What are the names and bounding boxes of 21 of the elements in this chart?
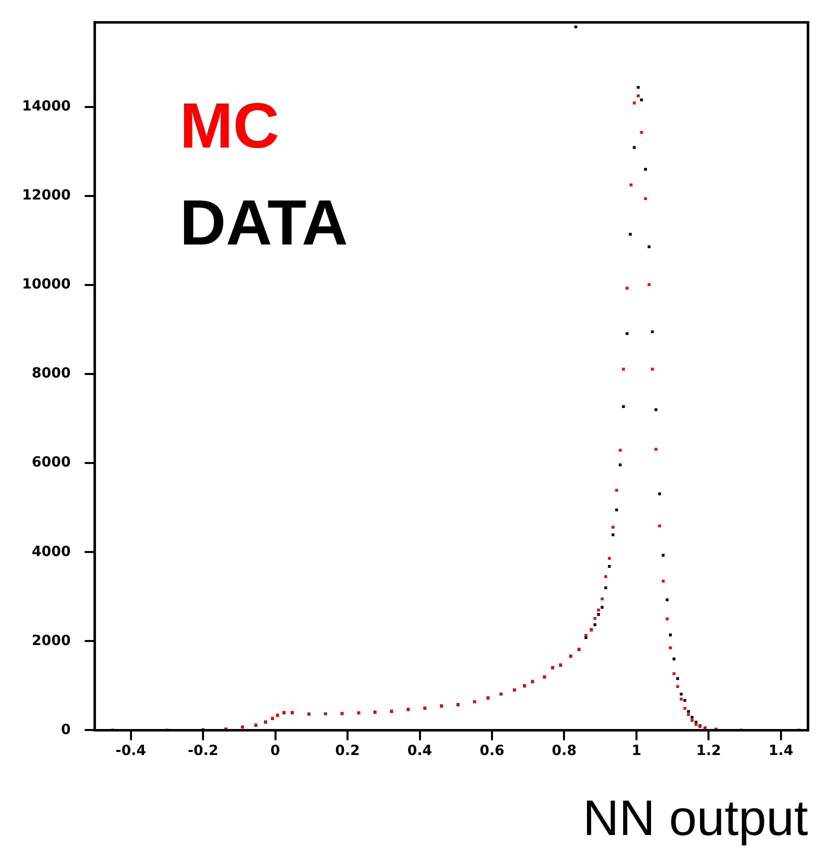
y-tick-label: 8000 [32,366,71,382]
y-tick-label: 12000 [22,188,71,204]
x-tick-label: 1 [632,743,642,760]
y-tick-label: 4000 [32,544,71,560]
y-tick-label: 10000 [22,276,71,293]
x-tick-label: 0.2 [335,743,360,760]
x-tick-label: 0 [270,743,280,760]
text: DATA [180,186,348,258]
x-tick-label: 1.2 [696,743,722,760]
x-tick-label: 0.8 [552,743,577,760]
y-tick-label: 0 [60,722,71,738]
x-tick-label: -0.2 [188,743,218,760]
y-tick-label: 2000 [32,632,71,649]
x-tick-label: 0.6 [480,743,504,760]
text: MC [180,89,280,162]
x-tick-label: -0.4 [116,743,146,760]
x-tick-label: 0.4 [407,743,432,760]
x-axis-title: NN output [582,790,808,846]
y-tick-label: 6000 [32,454,71,471]
y-tick-label: 14000 [22,98,71,115]
x-tick-label: 1.4 [768,743,794,760]
